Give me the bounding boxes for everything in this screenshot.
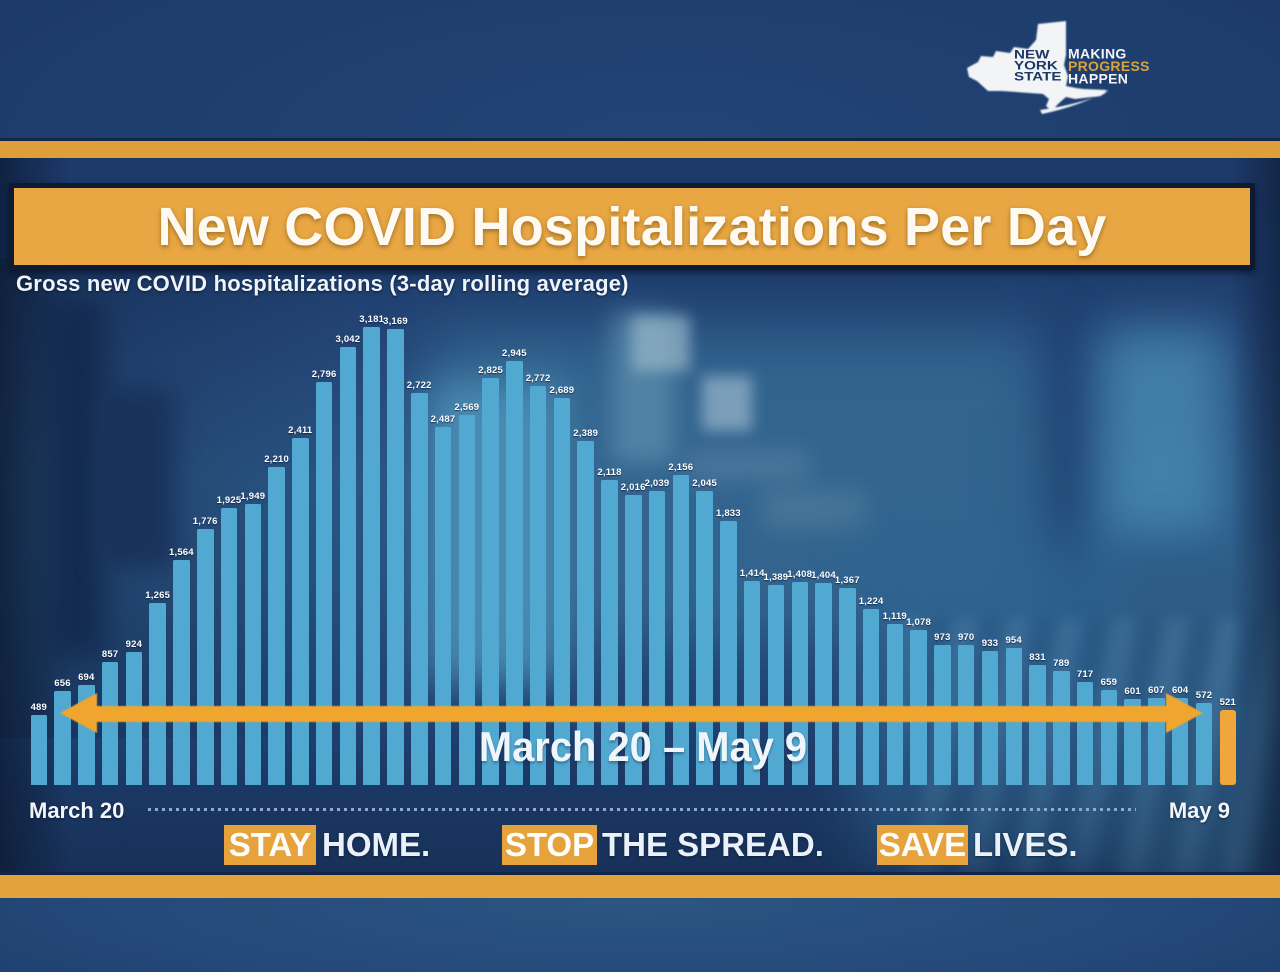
svg-text:STATE: STATE xyxy=(1014,70,1061,83)
svg-text:PROGRESS: PROGRESS xyxy=(1068,58,1150,74)
svg-text:HAPPEN: HAPPEN xyxy=(1068,71,1128,87)
svg-text:YORK: YORK xyxy=(1014,59,1058,72)
svg-text:NEW: NEW xyxy=(1014,48,1050,61)
svg-text:MAKING: MAKING xyxy=(1068,46,1127,62)
